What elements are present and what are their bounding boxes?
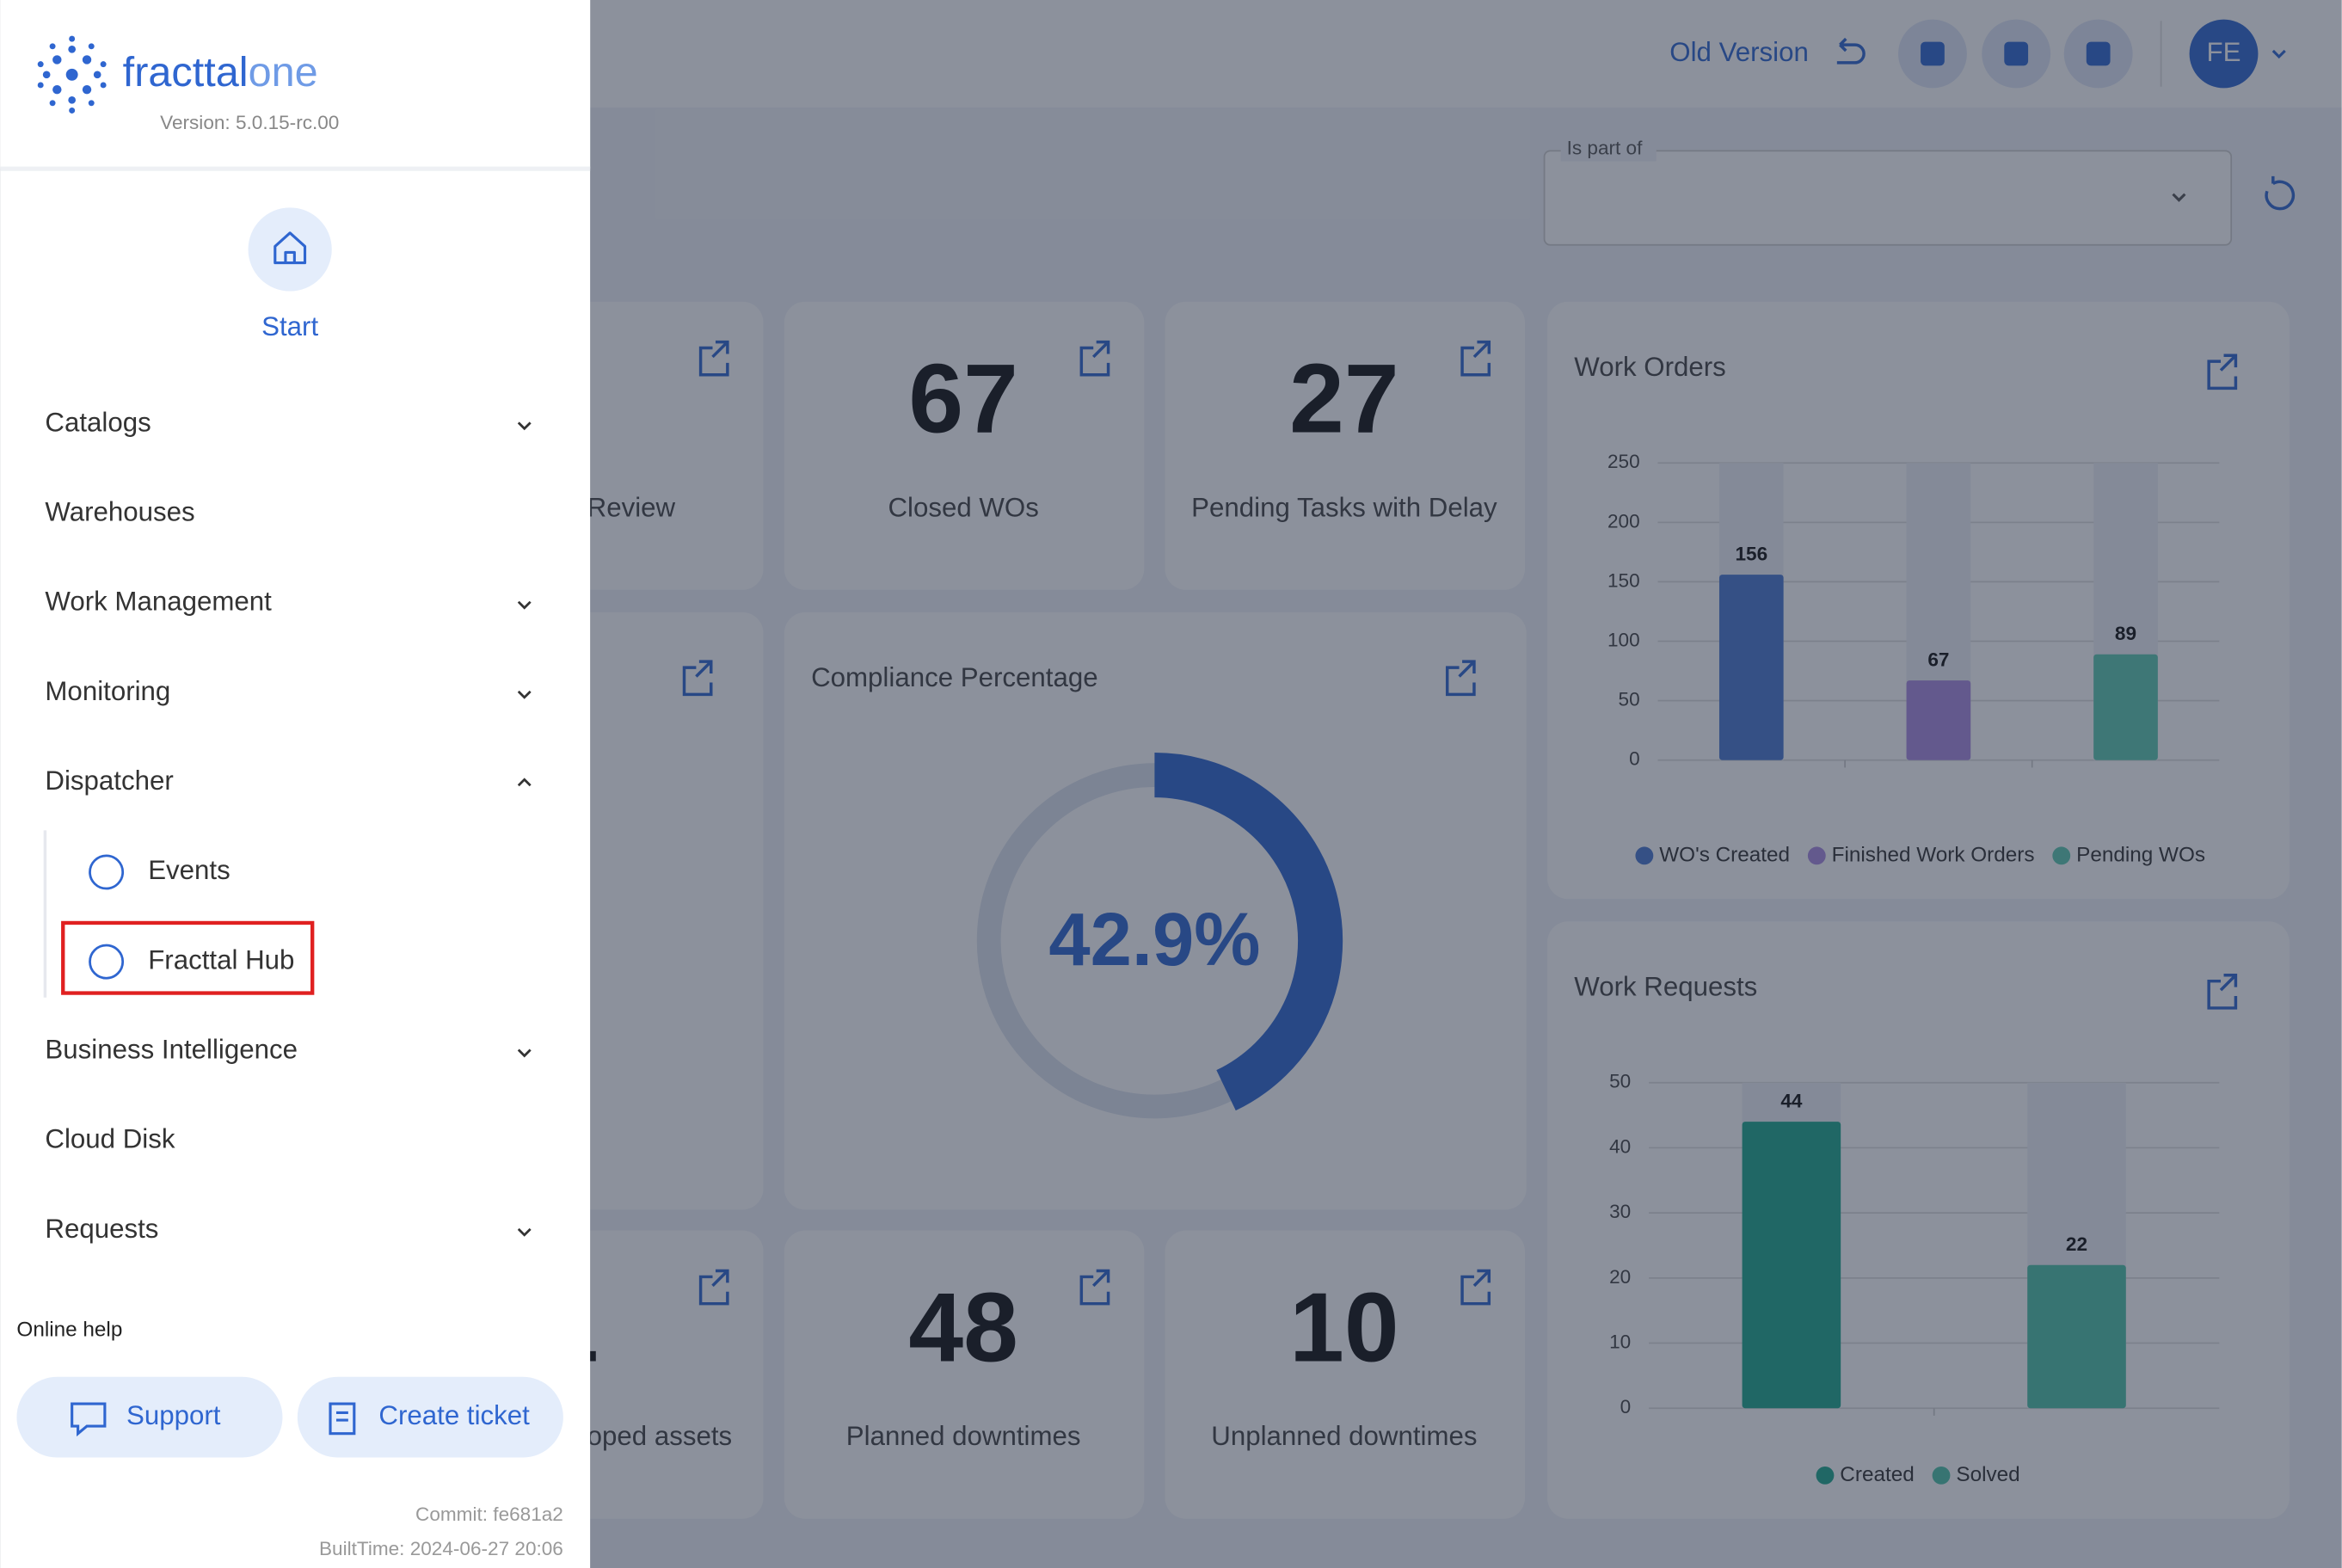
logo-icon <box>37 35 107 114</box>
menu-item[interactable]: Cloud Disk <box>45 1124 175 1154</box>
menu-item[interactable]: Catalogs <box>45 407 151 437</box>
create-ticket-button[interactable] <box>297 1376 563 1458</box>
support-icon <box>71 1402 107 1437</box>
brand-suffix: one <box>249 49 318 95</box>
menu-chevron <box>517 600 532 610</box>
sidebar-header <box>0 0 591 169</box>
menu-chevron <box>517 421 532 431</box>
menu-chevron <box>517 690 532 699</box>
menu-item[interactable]: Monitoring <box>45 676 170 706</box>
menu-item[interactable]: Dispatcher <box>45 766 173 796</box>
menu: Catalogs Warehouses Work Management Monitor… <box>43 407 532 1244</box>
start-button[interactable] <box>248 207 332 292</box>
create-ticket-label[interactable]: Create ticket <box>378 1400 530 1430</box>
menu-item[interactable]: Fracttal Hub <box>148 944 294 975</box>
menu-item[interactable]: Business Intelligence <box>45 1035 298 1065</box>
brand: fracttalone <box>123 49 318 95</box>
version: Version: 5.0.15-rc.00 <box>160 112 339 133</box>
home-icon <box>274 231 307 265</box>
menu-item[interactable]: Events <box>148 855 231 885</box>
menu-item[interactable]: Work Management <box>45 587 272 617</box>
menu-chevron <box>517 778 532 787</box>
commit: Commit: fe681a2 <box>415 1503 563 1525</box>
menu-icon <box>89 944 125 980</box>
brand-name: fracttal <box>123 49 249 95</box>
highlight-box <box>61 920 315 995</box>
menu-item[interactable]: Warehouses <box>45 496 194 526</box>
support-button[interactable] <box>16 1376 283 1458</box>
start-label[interactable]: Start <box>261 311 318 341</box>
menu-chevron <box>517 1048 532 1058</box>
menu-chevron <box>517 1227 532 1237</box>
support-label[interactable]: Support <box>126 1400 221 1430</box>
menu-icon <box>89 854 125 890</box>
ticket-icon <box>329 1402 356 1436</box>
online-help: Online help <box>16 1318 122 1341</box>
built-time: BuiltTime: 2024-06-27 20:06 <box>319 1538 563 1559</box>
menu-item[interactable]: Requests <box>45 1214 158 1244</box>
